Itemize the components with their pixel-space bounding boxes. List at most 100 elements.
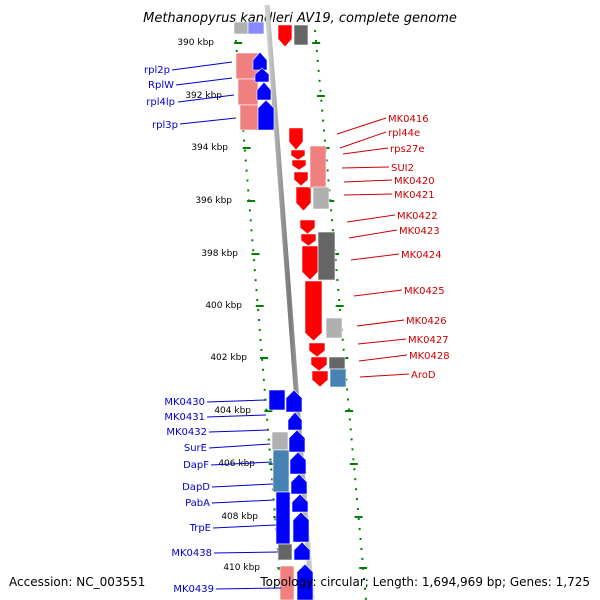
feature-block [268, 389, 286, 411]
feature-block [279, 565, 295, 600]
feature-block [317, 231, 336, 281]
gene-label[interactable]: SurE [184, 443, 207, 454]
forward-gene-arrow [293, 541, 311, 561]
gene-label[interactable]: rpl3p [152, 120, 178, 131]
leader-line [358, 354, 408, 362]
leader-line [171, 61, 233, 71]
accession-text: Accession: NC_003551 [9, 575, 145, 589]
tick-label: 402 kbp [210, 353, 247, 363]
gene-label[interactable]: TrpE [189, 523, 211, 534]
gene-label[interactable]: rpl2p [144, 65, 170, 76]
forward-gene-arrow [296, 563, 314, 600]
leader-line [213, 551, 279, 554]
gene-label[interactable]: AroD [411, 370, 436, 381]
feature-block [309, 145, 327, 189]
forward-gene-arrow [288, 429, 306, 453]
feature-block [271, 431, 289, 451]
reverse-gene-arrow [277, 24, 293, 48]
gene-label[interactable]: MK0439 [173, 584, 214, 595]
tick-label: 404 kbp [214, 406, 251, 416]
feature-block [237, 78, 259, 106]
reverse-gene-arrow [288, 127, 304, 151]
left-gene-labels: rpl2p RplW rpl4lp rpl3p MK0430 MK0431 MK… [144, 65, 214, 595]
gene-label[interactable]: MK0438 [171, 548, 212, 559]
leader-line [342, 147, 389, 155]
leader-line [212, 524, 277, 529]
forward-gene-arrow [252, 51, 268, 71]
gene-label[interactable]: DapF [183, 460, 209, 471]
tick-label: 392 kbp [185, 91, 222, 101]
leader-line [341, 166, 390, 169]
gene-label[interactable]: DapD [182, 482, 210, 493]
feature-block [312, 186, 330, 210]
gene-label[interactable]: MK0421 [394, 190, 435, 201]
leader-line [215, 587, 282, 590]
reverse-gene-arrow [310, 356, 328, 372]
leader-line [346, 214, 396, 223]
map-title: Methanopyrus kandleri AV19, complete gen… [143, 11, 457, 26]
leader-line [177, 94, 235, 103]
tick-label: 394 kbp [191, 143, 228, 153]
tick-label: 390 kbp [177, 38, 214, 48]
leader-line [350, 253, 400, 261]
feature-block [247, 21, 265, 35]
feature-block [272, 449, 290, 493]
gene-label[interactable]: MK0428 [409, 351, 450, 362]
gene-label[interactable]: rpl44e [388, 128, 420, 139]
feature-block [239, 104, 259, 131]
gene-label[interactable]: MK0424 [401, 250, 442, 261]
feature-block [233, 21, 249, 35]
leader-line [356, 319, 405, 327]
gene-label[interactable]: MK0425 [404, 286, 445, 297]
gene-label[interactable]: MK0422 [397, 211, 438, 222]
gene-label[interactable]: rps27e [390, 144, 425, 155]
forward-gene-arrow [256, 81, 272, 101]
forward-gene-arrow [291, 493, 309, 513]
tick-guide-right [314, 29, 367, 600]
gene-label[interactable]: RplW [148, 80, 174, 91]
forward-gene-arrow [290, 473, 308, 495]
reverse-gene-arrow [311, 370, 329, 388]
leader-line [210, 461, 273, 466]
forward-gene-arrow [254, 67, 270, 83]
leader-line [208, 429, 269, 433]
reverse-gene-arrow [301, 245, 319, 281]
gene-label[interactable]: MK0416 [388, 114, 429, 125]
tick-label: 396 kbp [195, 196, 232, 206]
gene-label[interactable]: MK0427 [408, 335, 449, 346]
leader-line [343, 179, 393, 183]
tick-label: 408 kbp [221, 512, 258, 522]
feature-track [233, 21, 347, 600]
gene-label[interactable]: MK0426 [406, 316, 447, 327]
gene-label[interactable]: MK0432 [166, 427, 207, 438]
gene-label[interactable]: MK0430 [164, 397, 205, 408]
right-gene-labels: MK0416 rpl44e rps27e SUI2 MK0420 MK0421 … [388, 114, 450, 381]
label-leaders [171, 61, 410, 590]
reverse-gene-arrow [300, 233, 317, 247]
gene-label[interactable]: MK0431 [164, 412, 205, 423]
gene-label[interactable]: MK0423 [399, 226, 440, 237]
feature-block [277, 543, 293, 561]
forward-gene-arrow [289, 451, 307, 475]
forward-gene-arrow [285, 389, 303, 413]
feature-block [325, 317, 343, 339]
tick-label: 400 kbp [205, 301, 242, 311]
gene-label[interactable]: MK0420 [394, 176, 435, 187]
reverse-gene-arrow [304, 280, 323, 342]
gene-label[interactable]: rpl4lp [146, 97, 175, 108]
reverse-gene-arrow [291, 159, 307, 171]
reverse-gene-arrow [293, 171, 309, 187]
feature-block [329, 368, 347, 388]
gene-label[interactable]: PabA [185, 498, 210, 509]
tick-label: 398 kbp [201, 249, 238, 259]
gene-label[interactable]: SUI2 [391, 163, 414, 174]
leader-line [206, 414, 267, 418]
leader-line [343, 193, 393, 196]
leader-line [353, 289, 403, 297]
leader-line [211, 499, 275, 504]
leader-line [208, 443, 271, 449]
leader-line [357, 338, 407, 345]
reverse-gene-arrow [299, 219, 316, 235]
feature-block [275, 491, 291, 545]
tick-label: 410 kbp [223, 563, 260, 573]
